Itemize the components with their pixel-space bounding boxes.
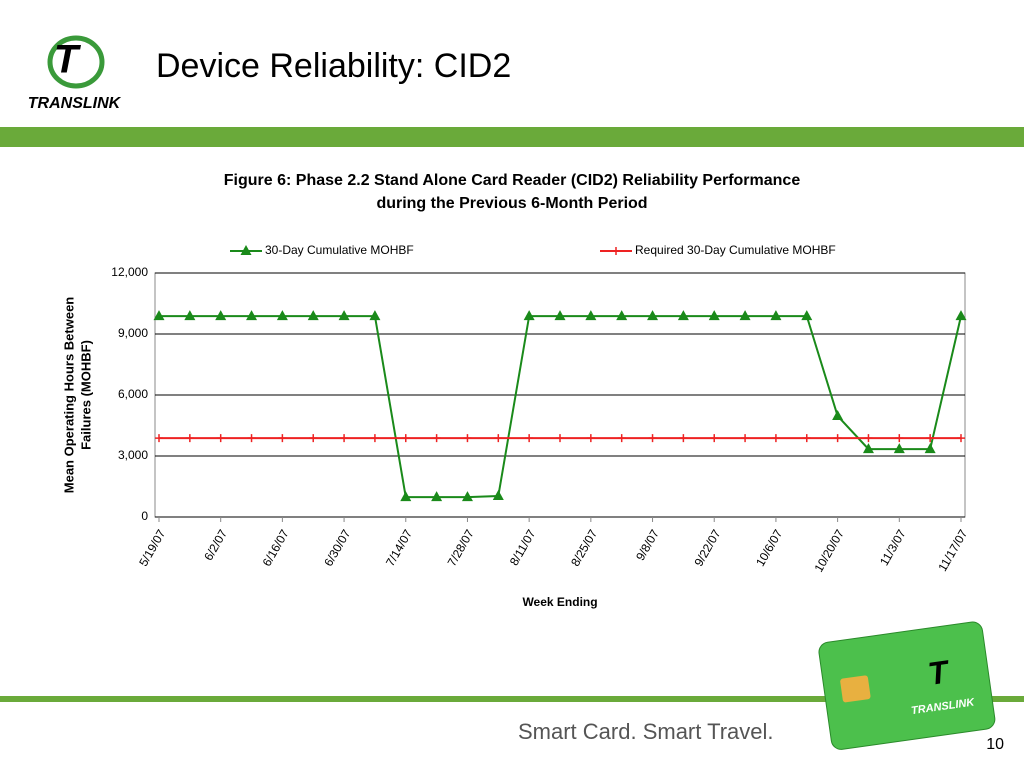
marker: [338, 310, 350, 321]
marker: [864, 434, 873, 443]
x-tick-label: 7/14/07: [383, 527, 415, 569]
card-body: [818, 621, 996, 750]
legend-label: Required 30-Day Cumulative MOHBF: [635, 243, 836, 257]
logo: T TRANSLINK: [28, 35, 122, 112]
marker: [926, 434, 935, 443]
logo-ring: [47, 35, 105, 89]
x-tick-label: 9/8/07: [633, 527, 662, 563]
x-tick-label: 8/11/07: [507, 527, 539, 568]
marker: [215, 310, 227, 321]
marker: [216, 434, 225, 443]
marker: [494, 434, 503, 443]
marker: [463, 434, 472, 443]
marker: [461, 491, 473, 502]
x-tick-label: 9/22/07: [691, 527, 723, 569]
marker: [153, 310, 165, 321]
y-tick-label: 3,000: [118, 448, 148, 462]
marker: [185, 434, 194, 443]
marker: [801, 310, 813, 321]
series-line: [159, 315, 962, 499]
y-tick-label: 6,000: [118, 387, 148, 401]
x-tick-label: 11/17/07: [935, 527, 970, 574]
marker: [585, 310, 597, 321]
y-tick-label: 9,000: [118, 326, 148, 340]
marker: [770, 310, 782, 321]
header-band: [0, 127, 1024, 147]
x-tick-label: 6/30/07: [321, 527, 353, 569]
legend-label: 30-Day Cumulative MOHBF: [265, 243, 414, 257]
marker: [492, 490, 504, 501]
marker: [832, 409, 844, 420]
marker: [431, 491, 443, 502]
marker: [708, 310, 720, 321]
x-tick-label: 6/2/07: [201, 527, 230, 563]
marker: [523, 310, 535, 321]
marker: [679, 434, 688, 443]
marker: [895, 434, 904, 443]
logo-text: TRANSLINK: [28, 95, 122, 112]
legend-marker: [612, 247, 620, 255]
x-tick-label: 7/28/07: [445, 527, 477, 569]
marker: [833, 434, 842, 443]
marker: [401, 434, 410, 443]
card: T TRANSLINK: [818, 621, 996, 750]
marker: [278, 434, 287, 443]
marker: [739, 310, 751, 321]
marker: [647, 310, 659, 321]
marker: [400, 491, 412, 502]
marker: [957, 434, 965, 443]
marker: [370, 434, 379, 443]
marker: [432, 434, 441, 443]
marker: [771, 434, 780, 443]
logo-t: T: [54, 38, 82, 82]
x-tick-label: 11/3/07: [877, 527, 909, 568]
marker: [617, 434, 626, 443]
y-tick-label: 0: [141, 509, 148, 523]
marker: [525, 434, 534, 443]
marker: [155, 434, 163, 443]
card-chip: [840, 675, 871, 703]
x-tick-label: 5/19/07: [136, 527, 168, 569]
marker: [556, 434, 564, 443]
marker: [741, 434, 750, 443]
marker: [862, 443, 874, 454]
chart-title: during the Previous 6-Month Period: [376, 195, 647, 212]
marker: [184, 310, 196, 321]
marker: [677, 310, 689, 321]
marker: [710, 434, 719, 443]
legend-marker: [240, 245, 252, 255]
footer-line: [0, 696, 1024, 702]
marker: [924, 443, 936, 454]
x-tick-label: 10/20/07: [811, 527, 847, 575]
marker: [802, 434, 811, 443]
marker: [340, 434, 349, 443]
marker: [616, 310, 628, 321]
x-tick-label: 8/25/07: [568, 527, 600, 569]
y-axis-title: Mean Operating Hours Between: [61, 297, 76, 494]
chart-title: Figure 6: Phase 2.2 Stand Alone Card Rea…: [224, 172, 801, 189]
marker: [893, 443, 905, 454]
marker: [586, 434, 595, 443]
y-axis-title: Failures (MOHBF): [78, 340, 93, 450]
page-number: 10: [986, 736, 1004, 753]
x-axis-title: Week Ending: [522, 595, 597, 609]
marker: [247, 434, 256, 443]
marker: [369, 310, 381, 321]
marker: [554, 310, 566, 321]
marker: [955, 310, 967, 321]
x-tick-label: 6/16/07: [260, 527, 292, 569]
x-tick-label: 10/6/07: [753, 527, 785, 569]
marker: [246, 310, 258, 321]
y-tick-label: 12,000: [111, 265, 148, 279]
marker: [309, 434, 318, 443]
tagline: Smart Card. Smart Travel.: [518, 719, 774, 744]
slide-title: Device Reliability: CID2: [156, 47, 511, 85]
marker: [276, 310, 288, 321]
marker: [307, 310, 319, 321]
marker: [648, 434, 657, 443]
